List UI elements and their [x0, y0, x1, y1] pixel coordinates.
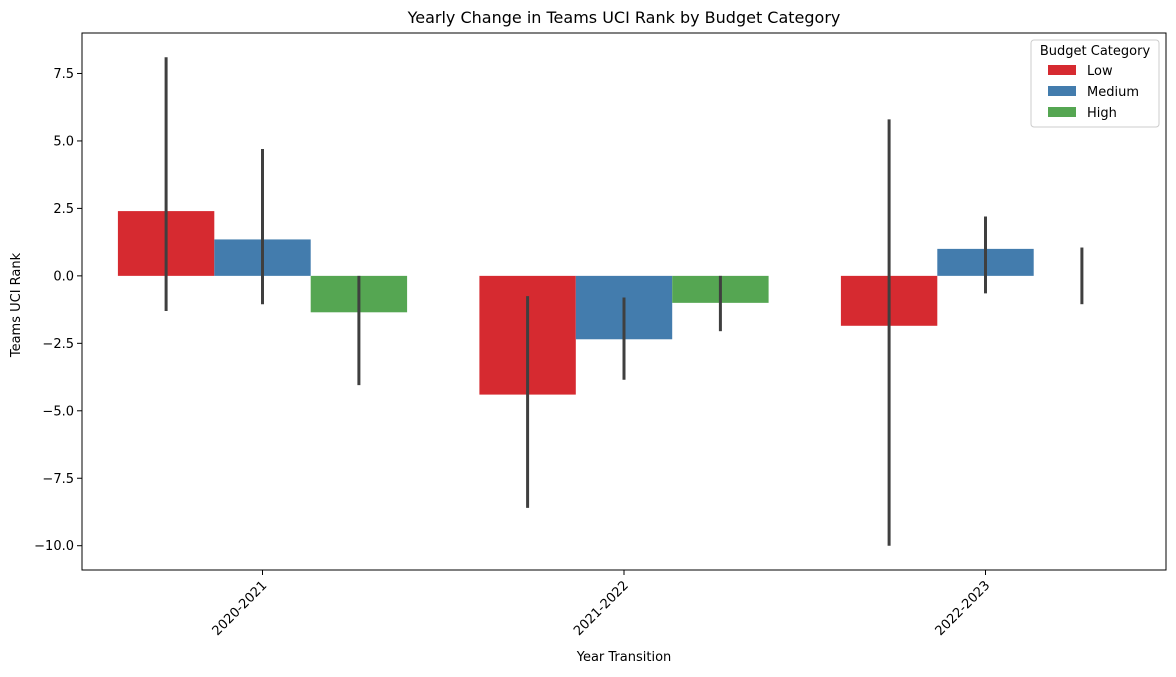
legend-title: Budget Category	[1040, 44, 1151, 59]
y-tick-label: 5.0	[53, 134, 74, 149]
legend-swatch-medium	[1048, 86, 1076, 96]
y-tick-label: −5.0	[42, 404, 74, 419]
legend: Budget Category Low Medium High	[1030, 39, 1160, 128]
y-tick-label: 0.0	[53, 269, 74, 284]
legend-box	[1030, 39, 1160, 128]
y-axis: −10.0 −7.5 −5.0 −2.5 0.0 2.5 5.0 7.5	[34, 67, 82, 554]
y-tick-label: −2.5	[42, 337, 74, 352]
x-tick-label: 2020-2021	[210, 578, 271, 639]
y-tick-label: 2.5	[53, 202, 74, 217]
error-bars-layer	[164, 57, 1084, 546]
bars-layer	[117, 211, 1034, 395]
y-tick-label: −7.5	[42, 472, 74, 487]
legend-label-low: Low	[1087, 64, 1113, 79]
legend-swatch-high	[1048, 107, 1076, 117]
y-tick-label: 7.5	[53, 67, 74, 82]
chart-title: Yearly Change in Teams UCI Rank by Budge…	[407, 8, 841, 27]
x-axis: 2020-2021 2021-2022 2022-2023	[210, 570, 994, 639]
legend-label-high: High	[1087, 106, 1117, 121]
y-tick-label: −10.0	[34, 539, 74, 554]
legend-label-medium: Medium	[1087, 85, 1139, 100]
x-tick-label: 2021-2022	[571, 578, 632, 639]
x-axis-label: Year Transition	[576, 650, 672, 665]
y-axis-label: Teams UCI Rank	[9, 252, 24, 358]
legend-swatch-low	[1048, 65, 1076, 75]
x-tick-label: 2022-2023	[933, 578, 994, 639]
